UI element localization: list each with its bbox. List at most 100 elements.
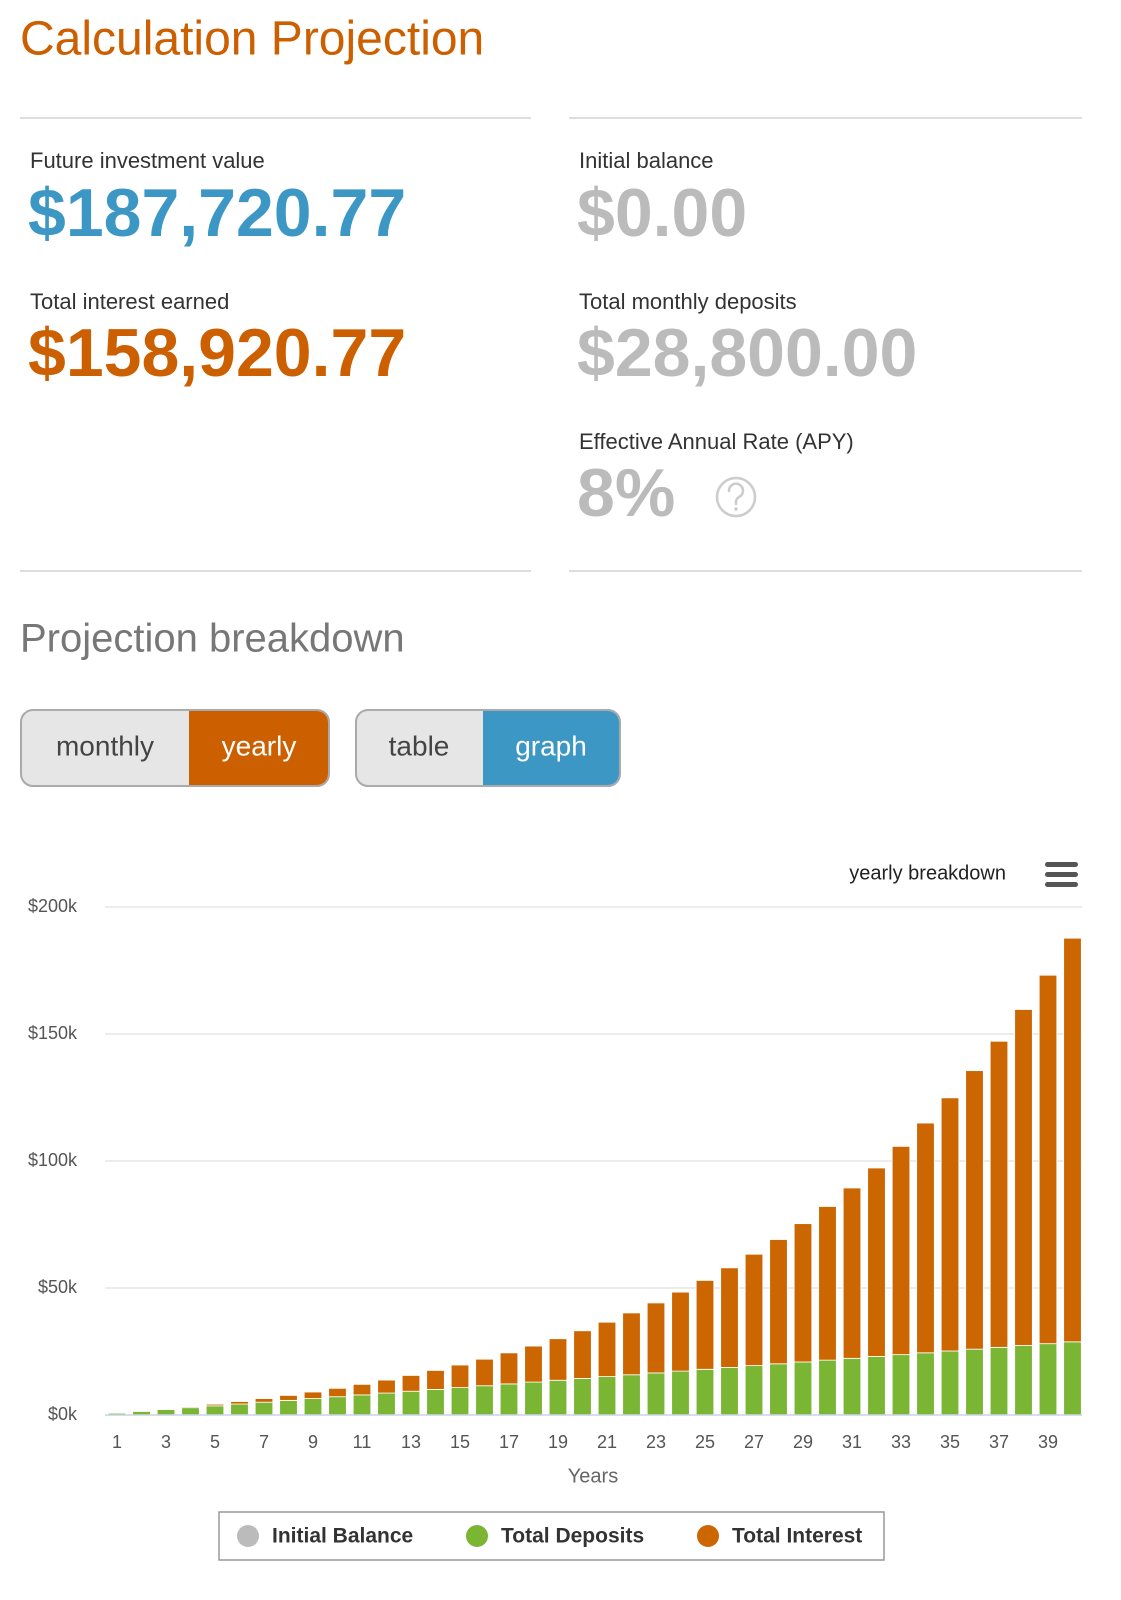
bar-segment xyxy=(426,1388,445,1416)
bar-segment xyxy=(671,1370,690,1416)
bar-segment xyxy=(646,1302,666,1374)
legend-marker xyxy=(466,1525,488,1547)
bar-segment xyxy=(695,1280,715,1370)
legend-frame xyxy=(218,1511,885,1561)
x-tick-label: 19 xyxy=(548,1432,568,1452)
legend-label: Initial Balance xyxy=(272,1525,413,1548)
help-icon[interactable] xyxy=(715,476,757,518)
bar-segment xyxy=(181,1407,200,1416)
x-tick-label: 33 xyxy=(891,1432,911,1452)
bar-segment xyxy=(720,1367,739,1416)
bar-segment xyxy=(597,1321,617,1377)
x-tick-label: 11 xyxy=(353,1432,372,1452)
bar-segment xyxy=(720,1267,739,1368)
bar-segment xyxy=(328,1396,347,1416)
bar-segment xyxy=(916,1122,935,1354)
bar-segment xyxy=(205,1405,225,1416)
bar-segment xyxy=(989,1346,1009,1416)
bar-segment xyxy=(475,1385,494,1416)
bar-segment xyxy=(279,1395,298,1401)
x-tick-label: 23 xyxy=(646,1432,666,1452)
bar-segment xyxy=(499,1352,519,1385)
bar-segment xyxy=(646,1372,666,1416)
bar-segment xyxy=(230,1401,249,1405)
bar-segment xyxy=(744,1365,764,1416)
stat-value: $28,800.00 xyxy=(577,315,917,391)
x-tick-label: 27 xyxy=(744,1432,764,1452)
bar-segment xyxy=(548,1379,568,1416)
legend-label: Total Deposits xyxy=(501,1525,644,1548)
legend-marker xyxy=(237,1525,259,1547)
bar-segment xyxy=(450,1387,470,1416)
x-tick-label: 39 xyxy=(1038,1432,1058,1452)
bar-segment xyxy=(793,1361,813,1416)
bar-segment xyxy=(622,1374,641,1416)
x-tick-label: 25 xyxy=(695,1432,715,1452)
bar-segment xyxy=(965,1348,984,1416)
chart-title: yearly breakdown xyxy=(849,862,1006,884)
bar-segment xyxy=(818,1359,837,1416)
bar-segment xyxy=(916,1352,935,1416)
stat-label: Total monthly deposits xyxy=(579,289,797,314)
stat-label: Future investment value xyxy=(30,148,265,173)
bar-segment xyxy=(156,1409,176,1416)
bar-segment xyxy=(377,1379,396,1394)
bar-segment xyxy=(352,1394,372,1416)
bar-segment xyxy=(867,1167,886,1357)
x-tick-label: 5 xyxy=(210,1432,220,1452)
x-tick-label: 29 xyxy=(793,1432,813,1452)
y-tick-label: $0k xyxy=(48,1404,78,1424)
bar-segment xyxy=(842,1187,862,1359)
toggle-button[interactable]: table xyxy=(389,730,450,761)
bar-segment xyxy=(1014,1345,1033,1416)
x-tick-label: 35 xyxy=(940,1432,960,1452)
bar-segment xyxy=(475,1358,494,1387)
period-toggle: monthly yearly xyxy=(20,709,330,787)
x-tick-label: 3 xyxy=(161,1432,171,1452)
toggle-active xyxy=(189,711,328,785)
x-tick-label: 15 xyxy=(450,1432,470,1452)
x-tick-label: 13 xyxy=(401,1432,421,1452)
bar-segment xyxy=(989,1040,1009,1348)
bar-segment xyxy=(401,1375,421,1392)
bar-segment xyxy=(573,1330,592,1379)
x-tick-label: 17 xyxy=(499,1432,519,1452)
bar-segment xyxy=(695,1368,715,1416)
x-tick-label: 37 xyxy=(989,1432,1009,1452)
bar-segment xyxy=(328,1387,347,1398)
x-tick-label: 1 xyxy=(112,1432,122,1452)
bar-segment xyxy=(426,1370,445,1390)
stat-value: $158,920.77 xyxy=(28,315,406,391)
y-tick-label: $100k xyxy=(28,1150,78,1170)
bar-segment xyxy=(1063,1341,1082,1416)
bar-segment xyxy=(597,1376,617,1416)
bar-segment xyxy=(499,1383,519,1416)
toggle-button[interactable]: graph xyxy=(515,730,587,761)
bar-segment xyxy=(940,1097,960,1352)
bar-segment xyxy=(891,1145,911,1356)
bar-segment xyxy=(671,1291,690,1372)
stat-value: $187,720.77 xyxy=(28,175,406,251)
page-title: Calculation Projection xyxy=(20,13,484,66)
bar-segment xyxy=(867,1356,886,1416)
toggle-button[interactable]: yearly xyxy=(222,730,297,761)
legend-label: Total Interest xyxy=(732,1525,862,1548)
bar-segment xyxy=(205,1403,225,1407)
toggle-active xyxy=(483,711,619,785)
x-tick-label: 31 xyxy=(842,1432,862,1452)
bar-segment xyxy=(254,1398,274,1403)
bar-segment xyxy=(1063,937,1082,1343)
chart-menu[interactable] xyxy=(1045,862,1078,887)
bar-segment xyxy=(548,1338,568,1381)
bar-segment xyxy=(769,1363,788,1416)
stat-value: $0.00 xyxy=(577,175,747,251)
x-axis-title: Years xyxy=(568,1465,618,1487)
bar-segment xyxy=(744,1253,764,1367)
toggle-button[interactable]: monthly xyxy=(56,730,154,761)
y-tick-label: $50k xyxy=(38,1277,78,1297)
bar-segment xyxy=(524,1381,543,1416)
stat-label: Initial balance xyxy=(579,148,714,173)
stat-value: 8% xyxy=(577,455,675,531)
x-tick-label: 7 xyxy=(259,1432,269,1452)
